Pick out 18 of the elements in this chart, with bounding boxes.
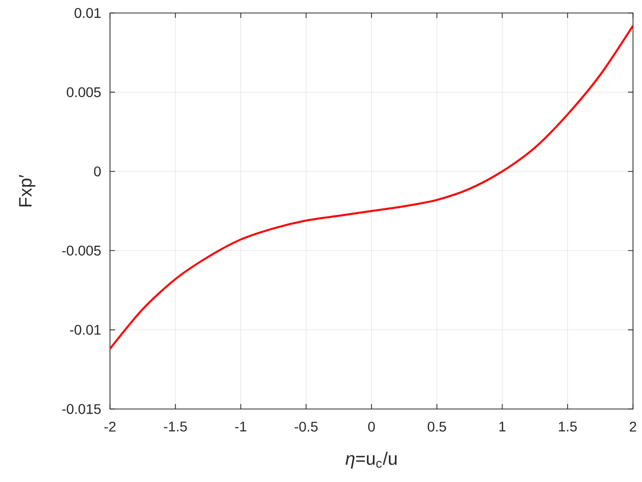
y-tick-label: 0.01 [74, 8, 101, 18]
x-axis-title: η=u$_{c}$/u [346, 452, 397, 468]
line-series [110, 24, 634, 350]
y-tick-label: 0 [94, 166, 101, 176]
y-tick-label: -0.01 [70, 324, 101, 335]
x-tick-label: -2 [104, 422, 116, 432]
y-tick-label: 0.005 [66, 87, 101, 98]
x-tick-label: 0 [368, 422, 375, 432]
x-tick-label: 0.5 [428, 422, 446, 432]
x-tick-label: -1 [235, 422, 246, 432]
y-tick-label: -0.015 [62, 404, 101, 414]
y-axis-title: Fxp′ [19, 174, 36, 206]
x-tick-label: -0.5 [294, 422, 318, 432]
x-tick-label: -1.5 [164, 422, 187, 432]
x-tick-label: 1.5 [558, 422, 577, 432]
x-tick-label: 1 [499, 422, 506, 432]
x-tick-label: 2 [630, 422, 636, 432]
y-tick-label: -0.005 [62, 246, 101, 256]
